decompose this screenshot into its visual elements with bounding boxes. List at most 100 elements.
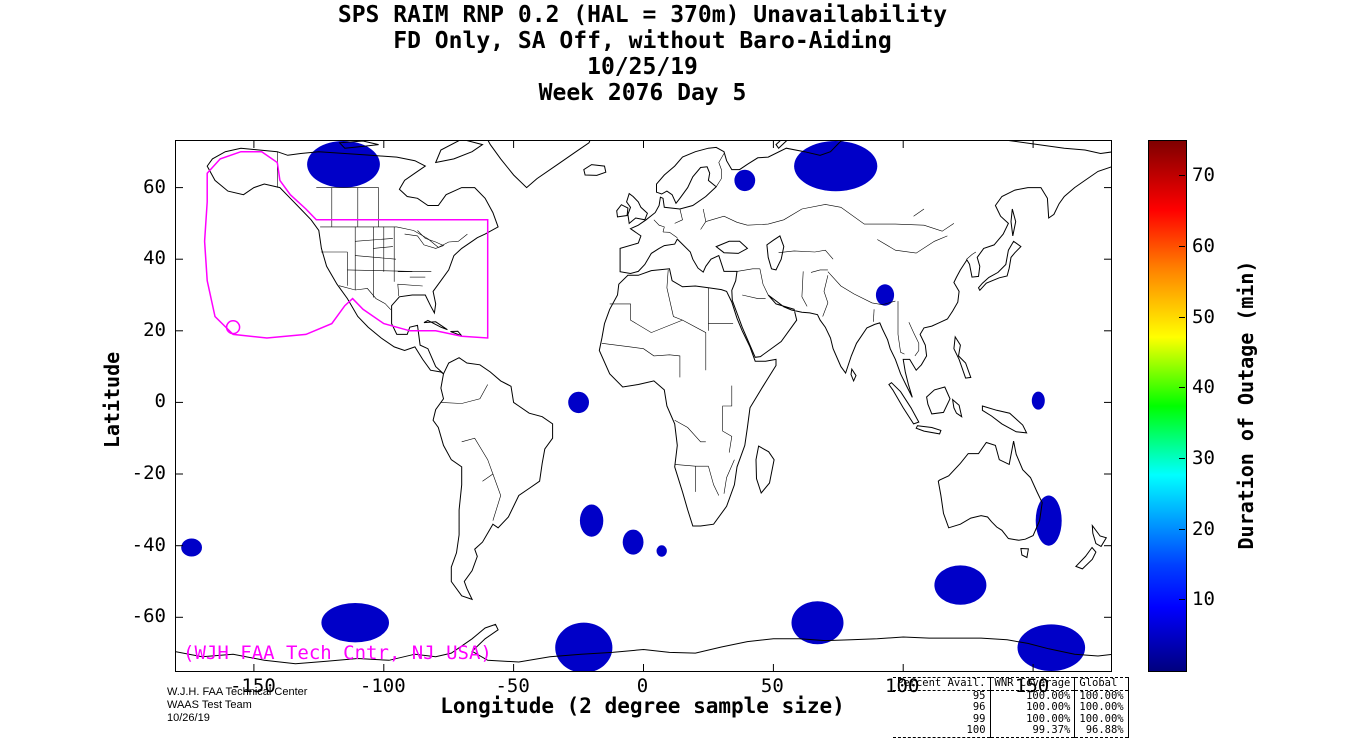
world-map [176, 141, 1111, 671]
availability-table-row: 95 100.00% 100.00% [893, 689, 1129, 702]
country-border [609, 303, 683, 333]
waas-boundary-ring [225, 320, 241, 335]
map-plot-area: (WJH FAA Tech Cntr, NJ USA) [175, 140, 1112, 672]
coastline [619, 141, 1111, 398]
country-border [722, 385, 733, 453]
availability-table-row: 100 99.37% 96.88% [893, 724, 1129, 737]
figure-title: SPS RAIM RNP 0.2 (HAL = 370m) Unavailabi… [175, 2, 1110, 106]
coastline [1020, 547, 1029, 559]
country-border [682, 319, 707, 371]
country-border [653, 219, 665, 233]
coastline [715, 240, 749, 254]
outage-region [791, 601, 844, 645]
country-border [373, 246, 393, 249]
outage-region [622, 529, 644, 555]
colorbar-label: Duration of Outage (min) [1234, 260, 1258, 550]
coastline [450, 330, 463, 337]
x-tick-label: 50 [760, 675, 784, 697]
outage-region [321, 603, 389, 643]
country-border [601, 343, 681, 378]
coastline [766, 235, 785, 271]
country-border [778, 249, 834, 260]
country-border [440, 384, 488, 404]
y-tick-label: 0 [154, 390, 166, 413]
country-border [397, 284, 400, 297]
availability-table-cell: 100.00% [989, 690, 1075, 702]
country-border [736, 268, 760, 272]
country-border [723, 459, 735, 494]
country-border [715, 153, 725, 187]
footer-line-3: 10/26/19 [167, 712, 210, 724]
country-border [913, 208, 925, 217]
y-tick-label: 20 [143, 318, 166, 341]
x-tick-label: 0 [636, 675, 649, 697]
country-border [397, 283, 423, 287]
country-border [810, 269, 828, 273]
country-border [355, 255, 397, 260]
colorbar-tick-mark [1179, 387, 1185, 389]
coastline [977, 240, 1022, 292]
colorbar-tick-label: 60 [1192, 235, 1215, 257]
title-line-1: SPS RAIM RNP 0.2 (HAL = 370m) Unavailabi… [337, 2, 948, 28]
coastline [206, 147, 499, 375]
country-border [404, 230, 445, 249]
waas-boundary [203, 150, 489, 339]
country-border [708, 466, 720, 496]
outage-region [734, 169, 756, 192]
country-border [700, 208, 707, 230]
outage-region [934, 565, 987, 605]
availability-table-header: WNR Coverage [989, 677, 1075, 691]
availability-table: Percent Avail. WNR Coverage Global 95 100.0… [893, 677, 1129, 738]
coastline [850, 367, 857, 383]
country-border [674, 464, 709, 467]
coastline [888, 382, 920, 425]
availability-table-cell: 95 [972, 689, 986, 702]
country-border [320, 226, 468, 248]
x-tick-label: -100 [359, 675, 406, 697]
country-border [674, 420, 706, 443]
coastline [583, 164, 607, 176]
y-tick-label: 40 [143, 247, 166, 270]
coastline [487, 141, 591, 189]
availability-table-cell: 100.00% [989, 701, 1075, 714]
coastline [1091, 523, 1108, 548]
colorbar-tick-label: 30 [1192, 447, 1215, 469]
colorbar-tick-mark [1179, 175, 1185, 177]
coastline [915, 425, 942, 435]
coastline [598, 268, 777, 527]
country-border [877, 235, 948, 254]
country-border [355, 238, 393, 242]
availability-table-cell: 100.00% [1074, 713, 1129, 725]
title-line-4: Week 2076 Day 5 [538, 80, 747, 106]
y-tick-label: -20 [131, 462, 166, 485]
availability-table-cell: 99.37% [989, 724, 1075, 737]
country-border [742, 294, 766, 299]
country-border [666, 269, 683, 321]
availability-table-row: 99 100.00% 100.00% [893, 712, 1129, 725]
country-border [339, 285, 392, 310]
footer-credits: W.J.H. FAA Technical Center WAAS Test Te… [167, 686, 307, 725]
map-layers [176, 141, 1111, 671]
availability-table-cell: 99 [972, 712, 986, 725]
country-border [908, 322, 920, 357]
availability-table-cell: 96.88% [1074, 724, 1129, 737]
country-border [822, 275, 829, 317]
footer-line-2: WAAS Test Team [167, 699, 252, 711]
y-tick-label: -40 [131, 533, 166, 556]
outage-region [579, 504, 604, 537]
footer-line-1: W.J.H. FAA Technical Center [167, 686, 308, 698]
country-border [897, 301, 905, 355]
coastline [951, 398, 963, 418]
coastline [1075, 546, 1097, 570]
availability-table-cell: 96 [972, 701, 986, 713]
colorbar-tick-label: 40 [1192, 376, 1215, 399]
colorbar-tick-mark [1179, 316, 1185, 318]
coastline [434, 141, 484, 164]
colorbar-tick-mark [1179, 528, 1185, 530]
availability-table-row: 96 100.00% 100.00% [893, 701, 1129, 714]
outage-region [875, 284, 895, 306]
outage-region [1031, 391, 1045, 410]
colorbar [1148, 140, 1187, 672]
coastline [616, 204, 629, 218]
y-tick-label: 60 [143, 175, 166, 198]
